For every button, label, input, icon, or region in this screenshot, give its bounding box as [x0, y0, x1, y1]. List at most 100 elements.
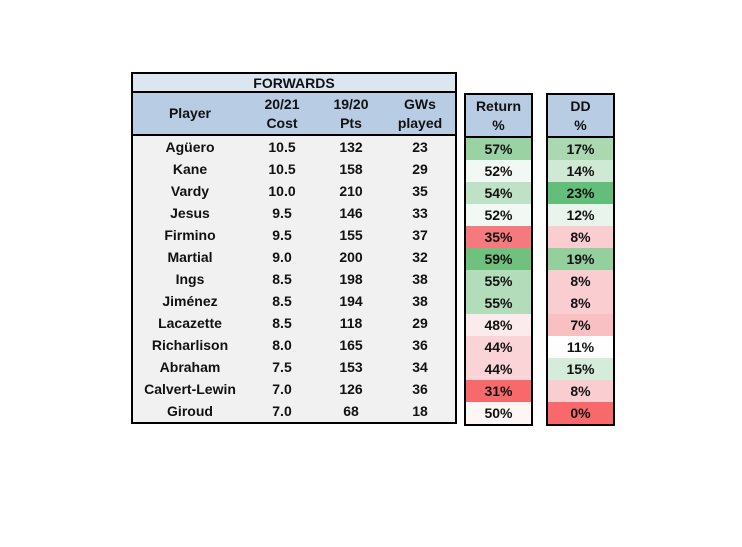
player-name-cell[interactable]: Calvert-Lewin: [144, 381, 236, 397]
table-row: Jesus 9.5 146 33: [133, 202, 455, 224]
dd-pct-cell[interactable]: 12%: [548, 204, 613, 226]
return-pct-cell[interactable]: 52%: [466, 204, 531, 226]
gws-played-cell[interactable]: 36: [412, 381, 428, 397]
dd-pct-cell[interactable]: 8%: [548, 270, 613, 292]
dd-pct-cell[interactable]: 14%: [548, 160, 613, 182]
return-pct-cell[interactable]: 59%: [466, 248, 531, 270]
column-header-cost-line1: 20/21: [264, 95, 300, 112]
pts-cell[interactable]: 165: [339, 337, 363, 353]
player-name-cell[interactable]: Abraham: [159, 359, 221, 375]
dd-pct-cell[interactable]: 8%: [548, 226, 613, 248]
pts-cell[interactable]: 198: [339, 271, 363, 287]
return-pct-cell[interactable]: 48%: [466, 314, 531, 336]
dd-pct-cell[interactable]: 0%: [548, 402, 613, 424]
dd-pct-cell[interactable]: 15%: [548, 358, 613, 380]
table-row: Martial 9.0 200 32: [133, 246, 455, 268]
dd-column-header[interactable]: DD %: [548, 95, 613, 138]
return-column-header[interactable]: Return %: [466, 95, 531, 138]
gws-played-cell[interactable]: 18: [412, 403, 428, 419]
gws-played-cell[interactable]: 32: [412, 249, 428, 265]
dd-pct-cell[interactable]: 17%: [548, 138, 613, 160]
dd-header-line1: DD: [570, 97, 591, 114]
pts-cell[interactable]: 146: [339, 205, 363, 221]
return-pct-cell[interactable]: 50%: [466, 402, 531, 424]
cost-cell[interactable]: 7.0: [272, 403, 292, 419]
player-name-cell[interactable]: Ings: [175, 271, 205, 287]
pts-cell[interactable]: 200: [339, 249, 363, 265]
column-header-pts[interactable]: 19/20 Pts: [317, 95, 385, 133]
return-pct-cell[interactable]: 44%: [466, 358, 531, 380]
table-row: Giroud 7.0 68 18: [133, 400, 455, 422]
return-pct-cell[interactable]: 57%: [466, 138, 531, 160]
gws-played-cell[interactable]: 29: [412, 315, 428, 331]
forwards-table: FORWARDS Player 20/21 Cost 19/20 Pts GWs…: [131, 72, 457, 424]
player-name-cell[interactable]: Jiménez: [162, 293, 218, 309]
cost-cell[interactable]: 8.5: [272, 315, 292, 331]
dd-pct-cell[interactable]: 23%: [548, 182, 613, 204]
return-pct-column: Return % 57% 52% 54% 52% 35% 59% 55% 55% 48% 44% 4…: [464, 93, 533, 426]
pts-cell[interactable]: 158: [339, 161, 363, 177]
gws-played-cell[interactable]: 23: [412, 139, 428, 155]
table-row: Vardy 10.0 210 35: [133, 180, 455, 202]
player-name-cell[interactable]: Richarlison: [151, 337, 229, 353]
player-name-cell[interactable]: Martial: [167, 249, 213, 265]
table-row: Kane 10.5 158 29: [133, 158, 455, 180]
return-pct-cell[interactable]: 44%: [466, 336, 531, 358]
dd-pct-cell[interactable]: 19%: [548, 248, 613, 270]
cost-cell[interactable]: 8.5: [272, 293, 292, 309]
player-name-cell[interactable]: Vardy: [170, 183, 210, 199]
return-pct-cell[interactable]: 31%: [466, 380, 531, 402]
player-name-cell[interactable]: Agüero: [165, 139, 215, 155]
return-pct-cell[interactable]: 54%: [466, 182, 531, 204]
gws-played-cell[interactable]: 34: [412, 359, 428, 375]
dd-pct-cell[interactable]: 11%: [548, 336, 613, 358]
cost-cell[interactable]: 10.5: [268, 139, 296, 155]
return-pct-cell[interactable]: 35%: [466, 226, 531, 248]
return-pct-cell[interactable]: 55%: [466, 292, 531, 314]
dd-pct-cell[interactable]: 8%: [548, 292, 613, 314]
gws-played-cell[interactable]: 29: [412, 161, 428, 177]
column-header-gws[interactable]: GWs played: [385, 95, 455, 133]
cost-cell[interactable]: 9.0: [272, 249, 292, 265]
gws-played-cell[interactable]: 38: [412, 293, 428, 309]
player-name-cell[interactable]: Giroud: [167, 403, 213, 419]
cost-cell[interactable]: 7.5: [272, 359, 292, 375]
cost-cell[interactable]: 10.0: [268, 183, 296, 199]
return-pct-cell[interactable]: 55%: [466, 270, 531, 292]
player-name-cell[interactable]: Firmino: [164, 227, 216, 243]
column-header-pts-line1: 19/20: [333, 95, 369, 112]
return-header-line2: %: [492, 116, 505, 133]
return-pct-cell[interactable]: 52%: [466, 160, 531, 182]
cost-cell[interactable]: 10.5: [268, 161, 296, 177]
gws-played-cell[interactable]: 37: [412, 227, 428, 243]
column-header-cost[interactable]: 20/21 Cost: [247, 95, 317, 133]
cost-cell[interactable]: 8.5: [272, 271, 292, 287]
pts-cell[interactable]: 68: [343, 403, 359, 419]
player-name-cell[interactable]: Lacazette: [158, 315, 222, 331]
pts-cell[interactable]: 153: [339, 359, 363, 375]
column-header-gws-line1: GWs: [404, 95, 436, 112]
gws-played-cell[interactable]: 36: [412, 337, 428, 353]
dd-pct-column: DD % 17% 14% 23% 12% 8% 19% 8% 8% 7% 11% 15% 8% 0%: [546, 93, 615, 426]
pts-cell[interactable]: 118: [339, 315, 363, 331]
pts-cell[interactable]: 155: [339, 227, 363, 243]
pts-cell[interactable]: 210: [339, 183, 363, 199]
table-row: Abraham 7.5 153 34: [133, 356, 455, 378]
cost-cell[interactable]: 9.5: [272, 205, 292, 221]
dd-pct-cell[interactable]: 8%: [548, 380, 613, 402]
player-name-cell[interactable]: Jesus: [170, 205, 210, 221]
gws-played-cell[interactable]: 38: [412, 271, 428, 287]
cost-cell[interactable]: 9.5: [272, 227, 292, 243]
pts-cell[interactable]: 126: [339, 381, 363, 397]
gws-played-cell[interactable]: 35: [412, 183, 428, 199]
cost-cell[interactable]: 7.0: [272, 381, 292, 397]
pts-cell[interactable]: 194: [339, 293, 363, 309]
dd-pct-cell[interactable]: 7%: [548, 314, 613, 336]
column-header-player[interactable]: Player: [168, 105, 212, 121]
table-title-cell[interactable]: FORWARDS: [133, 74, 455, 93]
player-name-cell[interactable]: Kane: [172, 161, 208, 177]
gws-played-cell[interactable]: 33: [412, 205, 428, 221]
return-column-body: 57% 52% 54% 52% 35% 59% 55% 55% 48% 44% 44% 31% 50%: [466, 138, 531, 424]
pts-cell[interactable]: 132: [339, 139, 363, 155]
cost-cell[interactable]: 8.0: [272, 337, 292, 353]
